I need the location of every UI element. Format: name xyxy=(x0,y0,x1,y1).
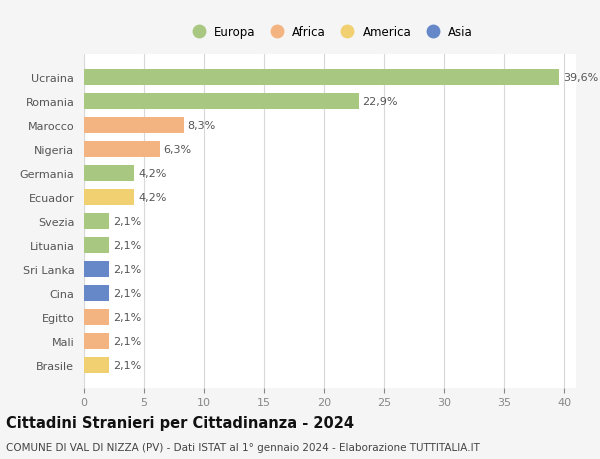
Text: 2,1%: 2,1% xyxy=(113,217,141,226)
Text: 4,2%: 4,2% xyxy=(138,193,166,202)
Bar xyxy=(84,285,109,301)
Bar xyxy=(84,309,109,325)
Text: 2,1%: 2,1% xyxy=(113,336,141,346)
Bar xyxy=(84,190,134,205)
Bar xyxy=(84,118,184,134)
Legend: Europa, Africa, America, Asia: Europa, Africa, America, Asia xyxy=(182,21,478,44)
Text: 2,1%: 2,1% xyxy=(113,241,141,250)
Text: 22,9%: 22,9% xyxy=(362,97,398,107)
Text: Cittadini Stranieri per Cittadinanza - 2024: Cittadini Stranieri per Cittadinanza - 2… xyxy=(6,415,354,431)
Bar xyxy=(84,333,109,349)
Bar xyxy=(84,166,134,181)
Text: 39,6%: 39,6% xyxy=(563,73,598,83)
Bar xyxy=(84,142,160,157)
Bar xyxy=(84,214,109,229)
Bar xyxy=(84,357,109,373)
Bar xyxy=(84,70,559,86)
Text: 2,1%: 2,1% xyxy=(113,312,141,322)
Bar xyxy=(84,94,359,110)
Bar xyxy=(84,262,109,277)
Text: 2,1%: 2,1% xyxy=(113,288,141,298)
Bar xyxy=(84,238,109,253)
Text: COMUNE DI VAL DI NIZZA (PV) - Dati ISTAT al 1° gennaio 2024 - Elaborazione TUTTI: COMUNE DI VAL DI NIZZA (PV) - Dati ISTAT… xyxy=(6,442,480,452)
Text: 8,3%: 8,3% xyxy=(187,121,215,131)
Text: 4,2%: 4,2% xyxy=(138,168,166,179)
Text: 2,1%: 2,1% xyxy=(113,264,141,274)
Text: 2,1%: 2,1% xyxy=(113,360,141,370)
Text: 6,3%: 6,3% xyxy=(163,145,191,155)
